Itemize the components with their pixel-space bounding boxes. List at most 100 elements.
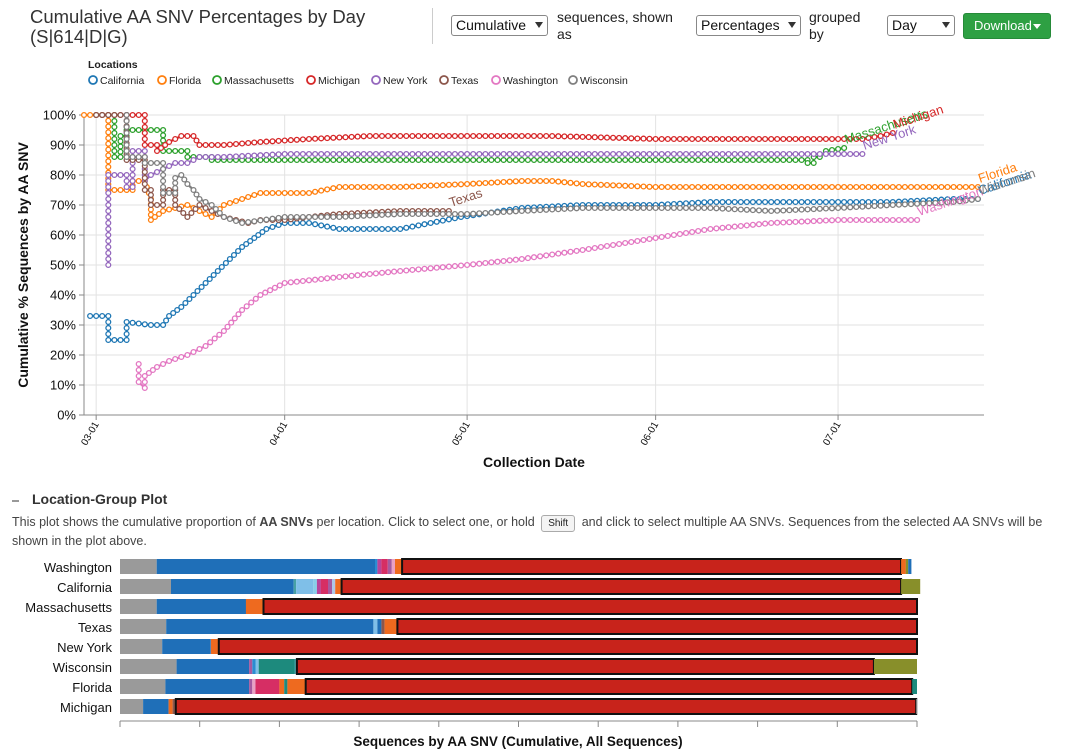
- bar-segment[interactable]: [120, 659, 177, 674]
- series-michigan[interactable]: [93, 111, 896, 155]
- legend-item-texas[interactable]: Texas: [439, 75, 478, 87]
- bar-segment[interactable]: [143, 699, 169, 714]
- bar-segment[interactable]: [171, 579, 294, 594]
- bar-segment[interactable]: [172, 699, 176, 714]
- bar-segment[interactable]: [255, 679, 280, 694]
- bar-segment[interactable]: [166, 619, 374, 634]
- bar-segment[interactable]: [174, 698, 918, 715]
- bar-segment[interactable]: [313, 579, 317, 594]
- bar-segment[interactable]: [120, 679, 166, 694]
- data-point: [774, 156, 781, 164]
- data-point: [105, 111, 112, 119]
- data-point: [762, 135, 769, 143]
- bar-segment[interactable]: [373, 619, 378, 634]
- bar-segment[interactable]: [396, 618, 918, 635]
- legend-item-washington[interactable]: Washington: [491, 75, 558, 87]
- bar-segment[interactable]: [316, 579, 321, 594]
- bar-segment[interactable]: [249, 679, 253, 694]
- bar-segment[interactable]: [340, 578, 903, 595]
- bar-segment[interactable]: [252, 679, 256, 694]
- bar-segment[interactable]: [320, 579, 328, 594]
- legend-item-michigan[interactable]: Michigan: [306, 75, 360, 87]
- data-point: [181, 176, 188, 183]
- bar-segment[interactable]: [168, 699, 173, 714]
- bar-segment[interactable]: [120, 699, 144, 714]
- data-point: [494, 150, 501, 158]
- bar-segment[interactable]: [120, 579, 171, 594]
- bar-segment[interactable]: [165, 679, 250, 694]
- bar-segment[interactable]: [908, 559, 912, 574]
- bar-segment[interactable]: [295, 658, 875, 675]
- bar-segment[interactable]: [328, 579, 332, 594]
- bar-segment[interactable]: [901, 579, 921, 594]
- bar-segment[interactable]: [210, 639, 219, 654]
- data-point: [245, 139, 252, 147]
- bar-segment[interactable]: [296, 579, 314, 594]
- bar-segment[interactable]: [293, 579, 297, 594]
- bar-segment[interactable]: [304, 678, 914, 695]
- bar-segment[interactable]: [162, 639, 211, 654]
- data-point: [149, 366, 156, 374]
- bar-segment[interactable]: [391, 559, 395, 574]
- bar-segment[interactable]: [377, 559, 382, 574]
- bar-segment[interactable]: [294, 659, 297, 674]
- group-select[interactable]: Day: [887, 15, 955, 36]
- bar-segment[interactable]: [284, 679, 288, 694]
- bar-segment[interactable]: [156, 599, 246, 614]
- bar-segment[interactable]: [377, 619, 382, 634]
- bar-segment[interactable]: [156, 559, 376, 574]
- data-point: [488, 156, 495, 164]
- bar-segment[interactable]: [395, 559, 403, 574]
- data-point: [500, 156, 507, 164]
- bar-segment[interactable]: [217, 638, 919, 655]
- legend-item-wisconsin[interactable]: Wisconsin: [568, 75, 628, 87]
- display-select[interactable]: Percentages: [696, 15, 801, 36]
- bar-segment[interactable]: [387, 559, 392, 574]
- bar-segment[interactable]: [874, 659, 917, 674]
- bar-segment[interactable]: [262, 598, 918, 615]
- data-point: [271, 284, 278, 291]
- bar-segment[interactable]: [245, 599, 264, 614]
- bar-segment[interactable]: [120, 559, 157, 574]
- series-washington[interactable]: [135, 216, 921, 392]
- data-point: [628, 238, 635, 246]
- data-point: [153, 168, 161, 176]
- bar-segment[interactable]: [120, 599, 157, 614]
- series-wisconsin[interactable]: [123, 111, 981, 227]
- bar-segment[interactable]: [279, 679, 285, 694]
- bar-segment[interactable]: [335, 579, 342, 594]
- download-button[interactable]: Download: [963, 13, 1051, 39]
- collapse-icon[interactable]: [12, 500, 19, 502]
- data-point: [360, 133, 367, 140]
- bar-segment[interactable]: [905, 559, 909, 574]
- legend-item-california[interactable]: California: [88, 75, 145, 87]
- bar-segment[interactable]: [120, 639, 163, 654]
- bar-segment[interactable]: [901, 559, 906, 574]
- bar-segment[interactable]: [120, 619, 167, 634]
- bar-segment[interactable]: [381, 559, 388, 574]
- data-point: [749, 198, 756, 206]
- data-point: [822, 205, 829, 212]
- bar-segment[interactable]: [916, 699, 917, 714]
- data-point: [391, 211, 398, 218]
- bar-segment[interactable]: [176, 659, 250, 674]
- bar-segment[interactable]: [258, 659, 295, 674]
- bar-segment[interactable]: [287, 679, 306, 694]
- mode-select[interactable]: Cumulative: [451, 15, 548, 36]
- data-point: [299, 136, 306, 143]
- bar-segment[interactable]: [252, 659, 256, 674]
- legend-item-new-york[interactable]: New York: [371, 75, 428, 87]
- bar-segment[interactable]: [912, 679, 917, 694]
- bar-segment[interactable]: [384, 619, 398, 634]
- bar-segment[interactable]: [249, 659, 253, 674]
- data-point: [707, 198, 714, 206]
- bar-segment[interactable]: [255, 659, 259, 674]
- series-california[interactable]: [87, 195, 981, 344]
- legend-item-florida[interactable]: Florida: [157, 75, 201, 87]
- bar-segment[interactable]: [375, 559, 378, 574]
- legend-item-massachusetts[interactable]: Massachusetts: [212, 75, 294, 87]
- data-point: [135, 360, 142, 368]
- bar-segment[interactable]: [401, 558, 902, 575]
- bar-segment[interactable]: [381, 619, 385, 634]
- bar-segment[interactable]: [332, 579, 336, 594]
